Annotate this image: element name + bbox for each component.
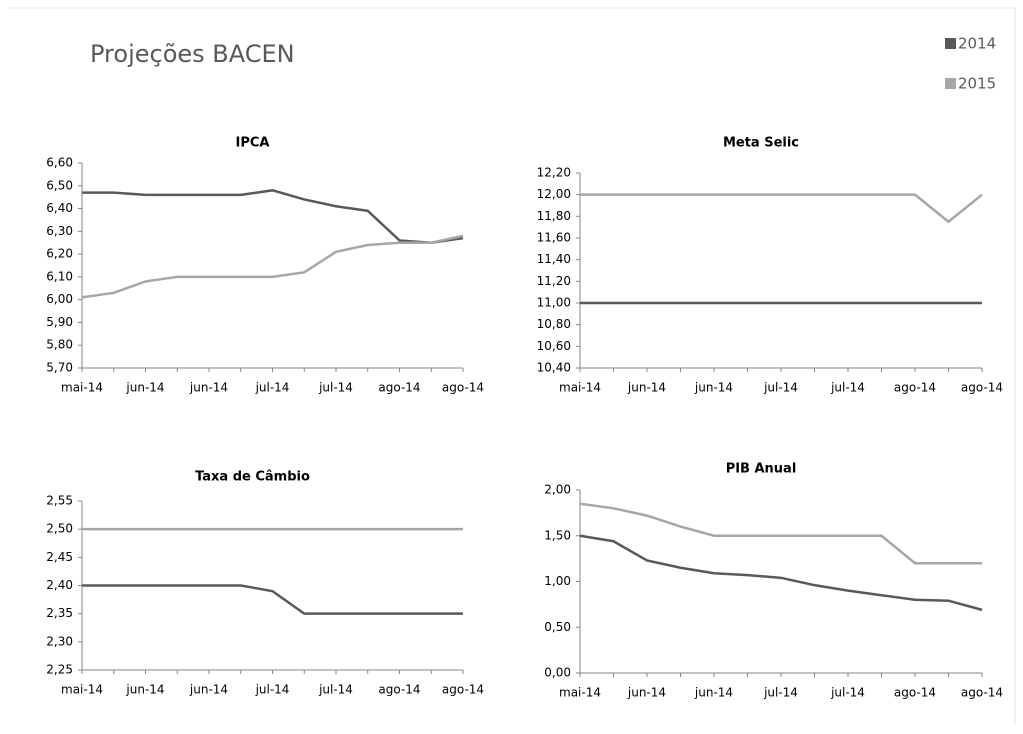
x-tick-label: jul-14 (255, 381, 290, 395)
x-tick-label: jun-14 (694, 686, 733, 700)
x-tick-label: mai-14 (61, 683, 103, 697)
y-tick-label: 5,80 (46, 338, 73, 352)
x-tick-label: jun-14 (189, 381, 228, 395)
x-tick-label: jul-14 (255, 683, 290, 697)
y-tick-label: 6,30 (46, 224, 73, 238)
y-tick-label: 11,00 (537, 296, 571, 310)
y-tick-label: 2,30 (46, 634, 73, 648)
y-tick-label: 2,45 (46, 550, 73, 564)
y-tick-label: 6,10 (46, 269, 73, 283)
y-tick-label: 10,60 (537, 339, 571, 353)
chart-title: PIB Anual (726, 462, 797, 477)
y-tick-label: 2,35 (46, 606, 73, 620)
y-tick-label: 10,40 (537, 361, 571, 375)
x-tick-label: ago-14 (442, 683, 484, 697)
y-tick-label: 11,20 (537, 274, 571, 288)
series-line (579, 534, 983, 612)
y-tick-label: 11,60 (537, 231, 571, 245)
x-tick-label: jul-14 (830, 381, 865, 395)
x-tick-label: ago-14 (378, 683, 420, 697)
x-tick-label: ago-14 (442, 381, 484, 395)
series-line (579, 502, 982, 565)
y-tick-label: 2,25 (46, 663, 73, 677)
series-line (82, 189, 464, 244)
series-line (82, 584, 463, 615)
chart-title: IPCA (236, 136, 270, 151)
y-tick-label: 5,70 (46, 361, 73, 375)
x-tick-label: jul-14 (763, 381, 798, 395)
y-tick-label: 2,00 (544, 483, 571, 497)
legend-swatch (945, 38, 956, 49)
y-tick-label: 6,40 (46, 201, 73, 215)
y-tick-label: 11,40 (537, 252, 571, 266)
y-tick-label: 1,50 (544, 528, 571, 542)
chart-title: Meta Selic (723, 136, 799, 151)
y-tick-label: 10,80 (537, 317, 571, 331)
y-tick-label: 6,50 (46, 178, 73, 192)
x-tick-label: jul-14 (763, 686, 798, 700)
x-tick-label: jun-14 (189, 683, 228, 697)
x-tick-label: jun-14 (627, 686, 666, 700)
x-tick-label: jun-14 (125, 683, 164, 697)
x-tick-label: jul-14 (318, 683, 353, 697)
chart-title: Taxa de Câmbio (195, 470, 310, 485)
x-tick-label: ago-14 (894, 686, 936, 700)
x-tick-label: ago-14 (894, 381, 936, 395)
x-tick-label: jun-14 (627, 381, 666, 395)
y-tick-label: 2,50 (46, 522, 73, 536)
y-tick-label: 12,00 (537, 187, 571, 201)
series-line (81, 234, 464, 299)
y-tick-label: 6,20 (46, 247, 73, 261)
x-tick-label: ago-14 (961, 686, 1003, 700)
x-tick-label: jul-14 (830, 686, 865, 700)
x-tick-label: jul-14 (318, 381, 353, 395)
y-tick-label: 0,00 (544, 666, 571, 680)
legend-swatch (945, 78, 956, 89)
y-tick-label: 6,00 (46, 292, 73, 306)
x-tick-label: jun-14 (125, 381, 164, 395)
x-tick-label: mai-14 (559, 381, 601, 395)
series-line (580, 193, 983, 224)
legend-label: 2014 (958, 35, 996, 53)
x-tick-label: mai-14 (559, 686, 601, 700)
y-tick-label: 2,55 (46, 494, 73, 508)
x-tick-label: mai-14 (61, 381, 103, 395)
y-tick-label: 5,90 (46, 315, 73, 329)
x-tick-label: ago-14 (961, 381, 1003, 395)
y-tick-label: 12,20 (537, 166, 571, 180)
y-tick-label: 2,40 (46, 578, 73, 592)
y-tick-label: 0,50 (544, 620, 571, 634)
legend-label: 2015 (958, 75, 996, 93)
y-tick-label: 1,00 (544, 574, 571, 588)
y-tick-label: 6,60 (46, 156, 73, 170)
page-title: Projeções BACEN (90, 40, 295, 68)
x-tick-label: ago-14 (378, 381, 420, 395)
y-tick-label: 11,80 (537, 209, 571, 223)
x-tick-label: jun-14 (694, 381, 733, 395)
